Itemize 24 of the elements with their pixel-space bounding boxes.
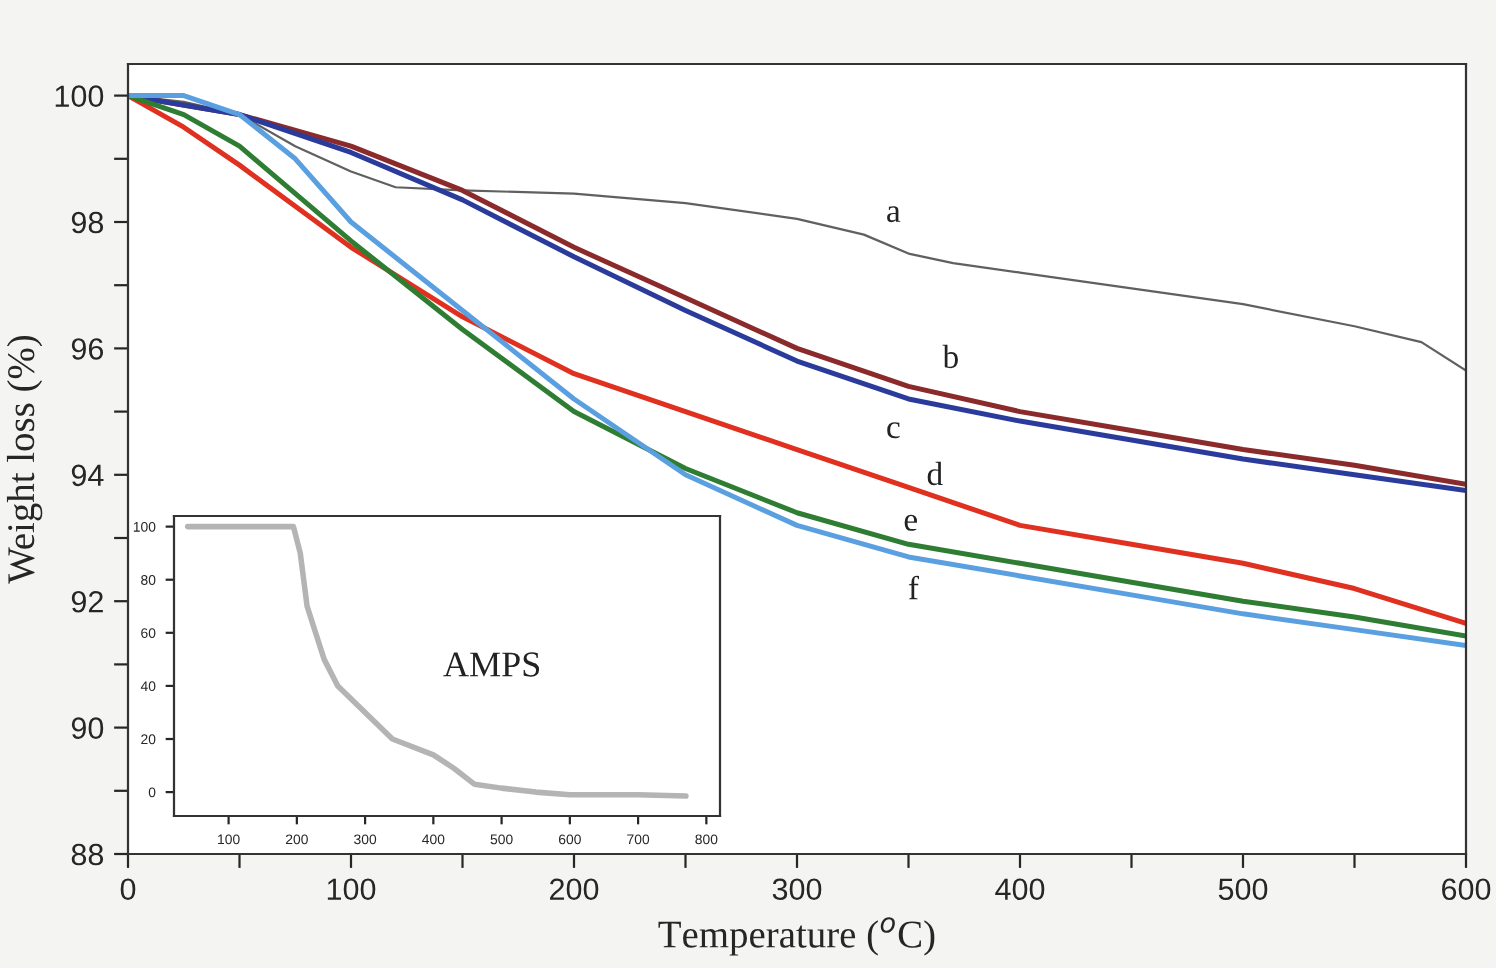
y-tick-label: 100	[55, 85, 104, 107]
x-tick-label: 0	[120, 878, 136, 901]
series-label: c	[887, 422, 900, 439]
x-tick-label: 600	[1442, 878, 1491, 901]
x-tick-label: 100	[327, 878, 376, 901]
text: AMPS	[443, 652, 540, 677]
y-tick-label: 94	[71, 464, 104, 487]
line-series	[184, 523, 689, 799]
x-tick-label: 500	[1218, 878, 1268, 901]
series-label: a	[887, 206, 901, 223]
x-tick-label: 200	[550, 878, 599, 901]
series-label: f	[908, 575, 919, 600]
x-tick-label: 400	[995, 878, 1045, 901]
series-label: b	[942, 344, 958, 369]
y-tick-label: 98	[71, 211, 104, 234]
y-axis-title: Weight loss (%)	[6, 335, 43, 584]
series-label: e	[904, 514, 917, 531]
y-tick-label: 88	[71, 843, 104, 866]
x-axis-title: Temperature ($^{o}$C)	[658, 917, 935, 956]
y-tick-label: 96	[71, 338, 104, 360]
x-tick-label: 300	[772, 878, 822, 901]
series-label: d	[927, 461, 943, 486]
y-tick-label: 90	[71, 717, 104, 739]
y-tick-label: 92	[71, 590, 103, 613]
